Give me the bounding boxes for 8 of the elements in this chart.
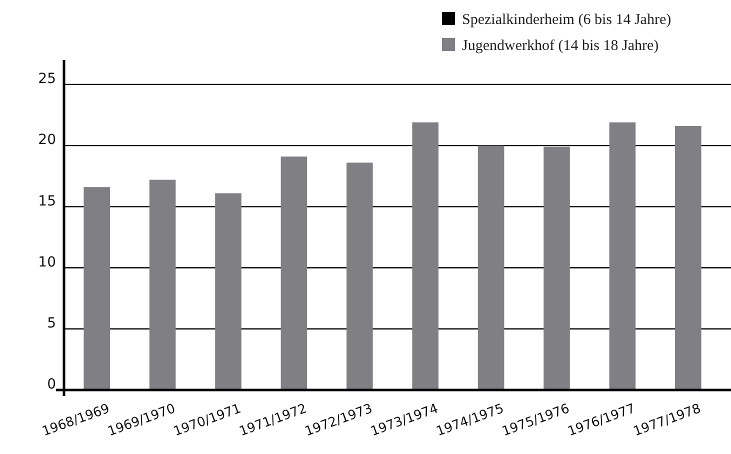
- legend-label: Jugendwerkhof (14 bis 18 Jahre): [462, 38, 659, 54]
- y-tick-label: 25: [38, 71, 56, 88]
- legend-label: Spezialkinderheim (6 bis 14 Jahre): [462, 12, 672, 28]
- y-tick-label: 5: [47, 315, 56, 332]
- y-tick-label: 20: [38, 132, 56, 148]
- y-tick-label: 0: [47, 376, 56, 393]
- y-tick-label: 10: [38, 254, 56, 270]
- y-tick-label: 15: [38, 193, 56, 210]
